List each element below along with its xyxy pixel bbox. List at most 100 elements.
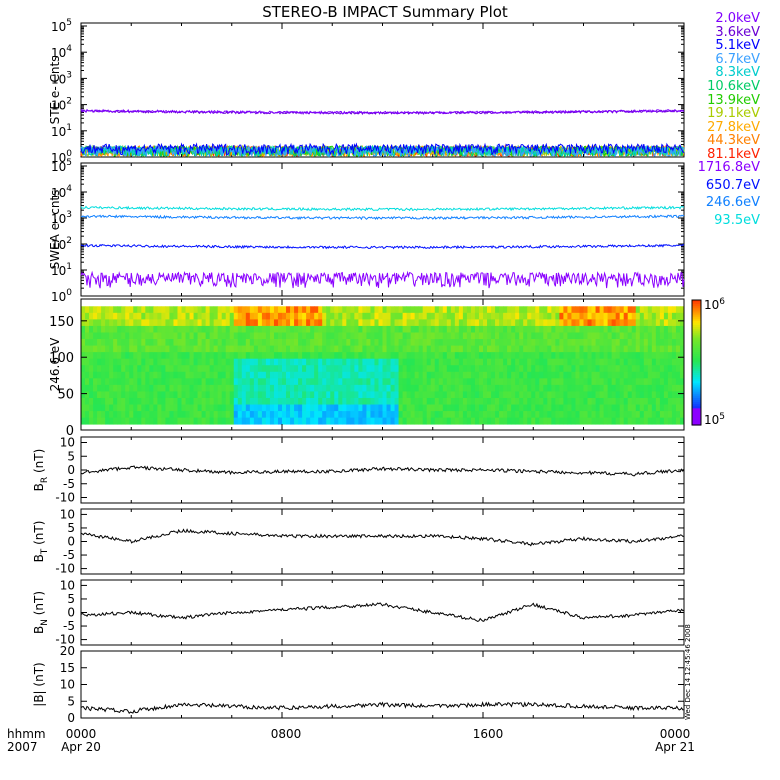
pad-heatmap-cell — [627, 417, 633, 425]
pad-heatmap-cell — [519, 319, 524, 327]
pad-heatmap-cell — [257, 325, 263, 333]
pad-heatmap-cell — [318, 319, 323, 327]
pad-heatmap-cell — [398, 332, 403, 340]
pad-heatmap-cell — [571, 312, 576, 320]
pad-heatmap-cell — [426, 384, 432, 392]
pad-heatmap-cell — [209, 339, 215, 346]
bt-trace — [80, 528, 685, 547]
colorbar-segment — [692, 310, 701, 314]
pad-heatmap-cell — [587, 358, 592, 366]
pad-heatmap-cell — [382, 319, 387, 327]
pad-heatmap-cell — [394, 358, 399, 366]
pad-heatmap-cell — [101, 319, 106, 327]
pad-heatmap-cell — [410, 319, 416, 327]
pad-heatmap-cell — [398, 397, 403, 405]
pad-heatmap-cell — [374, 312, 379, 320]
pad-heatmap-cell — [450, 345, 456, 353]
pad-heatmap-cell — [177, 371, 182, 379]
pad-heatmap-cell — [286, 358, 291, 366]
pad-heatmap-cell — [269, 306, 275, 314]
pad-heatmap-cell — [567, 365, 572, 373]
pad-heatmap-cell — [109, 325, 114, 333]
pad-heatmap-cell — [265, 312, 271, 320]
pad-heatmap-cell — [378, 319, 383, 327]
pad-heatmap-cell — [555, 404, 560, 412]
pad-heatmap-cell — [177, 345, 182, 353]
pad-heatmap-cell — [679, 319, 685, 327]
pad-heatmap-cell — [503, 306, 508, 314]
pad-heatmap-cell — [261, 325, 267, 333]
pad-heatmap-cell — [257, 358, 263, 366]
pad-heatmap-cell — [567, 371, 572, 379]
pad-heatmap-cell — [302, 345, 307, 353]
pad-heatmap-cell — [338, 325, 343, 333]
pad-heatmap-cell — [559, 352, 564, 360]
pad-heatmap-cell — [474, 325, 480, 333]
pad-heatmap-cell — [487, 325, 492, 333]
pad-heatmap-cell — [643, 384, 649, 392]
pad-heatmap-cell — [659, 365, 665, 373]
pad-heatmap-cell — [607, 339, 613, 346]
pad-heatmap-cell — [462, 384, 468, 392]
pad-heatmap-cell — [406, 352, 412, 360]
pad-heatmap-cell — [639, 365, 645, 373]
pad-heatmap-cell — [89, 397, 94, 405]
pad-heatmap-cell — [201, 352, 207, 360]
pad-heatmap-cell — [121, 339, 126, 346]
pad-heatmap-cell — [418, 378, 424, 386]
pad-heatmap-cell — [221, 404, 227, 412]
pad-heatmap-cell — [615, 319, 621, 327]
pad-heatmap-cell — [631, 365, 637, 373]
pad-heatmap-cell — [290, 365, 295, 373]
pad-heatmap-cell — [177, 384, 182, 392]
br-trace — [80, 465, 685, 477]
pad-heatmap-cell — [326, 378, 331, 386]
pad-heatmap-cell — [269, 391, 275, 399]
pad-heatmap-cell — [519, 384, 524, 392]
pad-heatmap-cell — [583, 358, 588, 366]
pad-heatmap-cell — [249, 411, 255, 419]
pad-heatmap-cell — [225, 319, 231, 327]
pad-heatmap-cell — [93, 325, 98, 333]
pad-heatmap-cell — [229, 411, 235, 419]
pad-heatmap-cell — [286, 371, 291, 379]
pad-heatmap-cell — [587, 325, 592, 333]
pad-heatmap-cell — [438, 319, 444, 327]
time-tick-0800: 0800 — [271, 727, 302, 741]
pad-heatmap-cell — [221, 319, 227, 327]
pad-heatmap-cell — [466, 397, 472, 405]
pad-heatmap-cell — [217, 332, 223, 340]
bn-trace — [80, 602, 685, 622]
pad-heatmap-cell — [623, 397, 629, 405]
pad-heatmap-cell — [446, 312, 452, 320]
pad-heatmap-cell — [165, 417, 170, 425]
pad-heatmap-cell — [93, 404, 98, 412]
pad-heatmap-cell — [265, 384, 271, 392]
pad-heatmap-cell — [245, 358, 251, 366]
pad-heatmap-cell — [591, 365, 596, 373]
pad-heatmap-cell — [282, 404, 287, 412]
pad-heatmap-cell — [406, 345, 412, 353]
pad-heatmap-cell — [93, 417, 98, 425]
pad-heatmap-cell — [125, 339, 130, 346]
pad-heatmap-cell — [402, 312, 408, 320]
pad-heatmap-cell — [402, 417, 408, 425]
pad-heatmap-cell — [326, 411, 331, 419]
pad-heatmap-cell — [229, 358, 235, 366]
pad-heatmap-cell — [342, 365, 347, 373]
pad-heatmap-cell — [639, 319, 645, 327]
colorbar-segment — [692, 375, 701, 378]
pad-heatmap-cell — [663, 332, 669, 340]
pad-heatmap-cell — [141, 404, 146, 412]
pad-heatmap-cell — [531, 352, 536, 360]
pad-heatmap-cell — [499, 417, 504, 425]
pad-heatmap-cell — [583, 325, 588, 333]
pad-heatmap-cell — [253, 339, 259, 346]
pad-heatmap-cell — [474, 319, 480, 327]
pad-heatmap-cell — [282, 339, 287, 346]
pad-heatmap-cell — [286, 384, 291, 392]
pad-heatmap-cell — [418, 312, 424, 320]
pad-heatmap-cell — [322, 339, 327, 346]
pad-heatmap-cell — [213, 345, 219, 353]
ste-frame — [80, 22, 685, 158]
